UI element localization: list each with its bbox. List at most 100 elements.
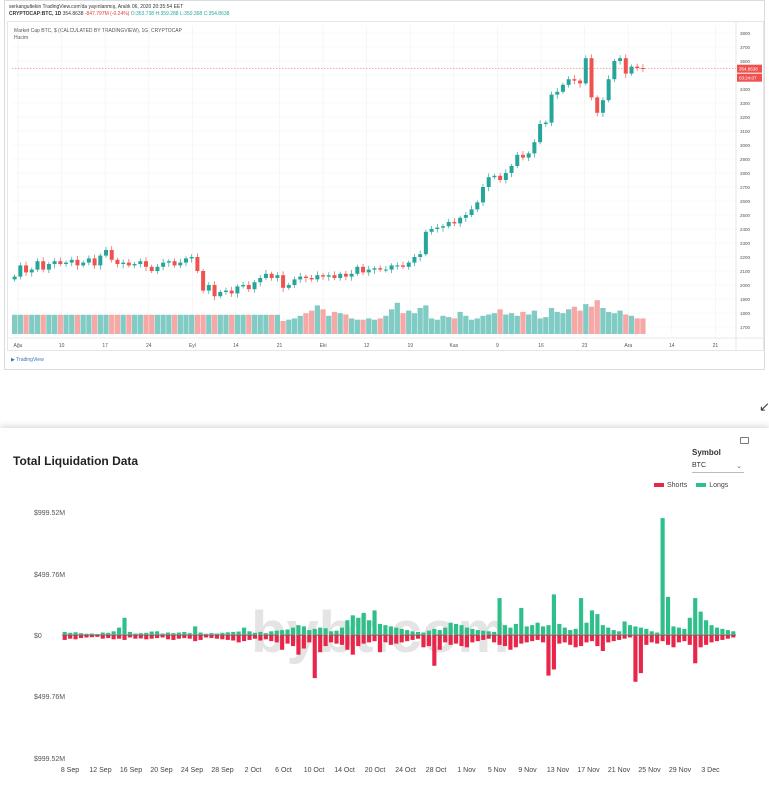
longs-bar [627, 625, 633, 635]
shorts-bar [160, 635, 165, 638]
shorts-bar [242, 635, 247, 642]
volume-bar [286, 319, 292, 334]
volume-bar [463, 315, 469, 334]
volume-bar [606, 311, 612, 334]
liquidation-bar-chart[interactable]: $999.52M$499.76M$0$499.76M$999.52Mbybt.c… [0, 428, 769, 803]
longs-bar [231, 631, 236, 635]
longs-bar [426, 630, 431, 635]
volume-bar [263, 314, 269, 334]
longs-bar [193, 626, 198, 635]
candle-body [623, 58, 628, 74]
candle-body [475, 202, 480, 210]
candle-body [555, 91, 560, 95]
candle-body [412, 257, 417, 263]
longs-bar [318, 627, 323, 635]
longs-bar [198, 632, 203, 635]
shorts-bar [497, 635, 502, 645]
candle-body [635, 66, 640, 68]
volume-bar [177, 314, 183, 334]
volume-bar [508, 313, 515, 334]
candle-body [372, 268, 377, 270]
volume-bar [154, 314, 161, 334]
shorts-bar [665, 635, 671, 645]
candle-body [286, 285, 291, 288]
candlestick-chart[interactable]: 3800370036003500340033003200310030002900… [8, 22, 763, 350]
camera-icon[interactable] [740, 437, 749, 444]
y-tick-label: 2900 [740, 157, 751, 162]
candle-body [241, 285, 246, 287]
candle-body [75, 259, 80, 266]
x-tick-label: 13 Nov [547, 767, 570, 774]
shorts-bar [171, 635, 176, 640]
y-tick-label: 3300 [740, 101, 751, 106]
longs-bar [225, 632, 230, 635]
volume-bar [320, 309, 326, 334]
candle-body [229, 290, 234, 294]
legend-longs-swatch [696, 483, 707, 488]
longs-bar [432, 628, 437, 635]
candle-body [595, 97, 600, 113]
candle-body [281, 275, 286, 288]
time-tag-bg [737, 73, 762, 82]
shorts-bar [551, 635, 556, 670]
candle-body [435, 227, 440, 229]
longs-bar [704, 620, 709, 635]
tv-chart-box[interactable]: Market Cap BTC, $ (CALCULATED BY TRADING… [7, 21, 764, 351]
legend-shorts-swatch [654, 483, 664, 488]
candle-body [578, 80, 583, 84]
volume-bar [80, 314, 86, 334]
longs-bar [377, 623, 383, 635]
candle-body [361, 266, 366, 273]
candle-body [463, 215, 468, 218]
volume-bar [246, 314, 252, 334]
candle-body [212, 285, 217, 297]
volume-bar [417, 308, 423, 334]
candle-body [269, 273, 274, 278]
longs-bar [388, 626, 393, 635]
symbol-label: Symbol [692, 448, 721, 457]
longs-bar [562, 627, 567, 635]
volume-bar [171, 314, 178, 334]
longs-bar [144, 632, 149, 635]
legend-longs[interactable]: Longs [696, 482, 728, 489]
tv-legend-volume: Hacim [14, 35, 29, 41]
time-tag-label: 03:24:07 [739, 76, 757, 81]
volume-bar [126, 314, 132, 334]
volume-bar [617, 310, 623, 334]
shorts-bar [339, 635, 344, 645]
candle-body [441, 226, 446, 228]
shorts-bar [682, 635, 687, 642]
tv-symbol: CRYPTOCAP:BTC, 1D [9, 11, 62, 17]
shorts-bar [644, 635, 649, 645]
shorts-bar [377, 635, 383, 653]
legend-shorts[interactable]: Shorts [654, 482, 687, 489]
longs-bar [356, 617, 361, 635]
volume-bar [354, 319, 360, 334]
longs-bar [269, 631, 274, 635]
volume-bar [514, 315, 520, 334]
longs-bar [502, 625, 508, 635]
longs-bar [546, 625, 551, 635]
candle-body [126, 262, 131, 266]
candle-body [35, 261, 40, 270]
shorts-bar [622, 635, 627, 639]
candle-body [572, 79, 577, 81]
symbol-select[interactable]: BTC ⌄ [692, 459, 744, 473]
shorts-bar [595, 635, 600, 647]
longs-bar [589, 610, 595, 635]
volume-bar [194, 314, 201, 334]
shorts-bar [633, 635, 638, 682]
candle-body [315, 275, 320, 280]
longs-bar [665, 596, 671, 635]
candle-body [446, 222, 451, 227]
y-tick-label: 3100 [740, 129, 751, 134]
shorts-bar [470, 635, 475, 643]
candle-body [429, 229, 434, 232]
longs-bar [383, 625, 388, 635]
candle-body [218, 292, 223, 297]
shorts-bar [562, 635, 567, 643]
longs-bar [296, 625, 301, 635]
volume-bar [166, 314, 172, 334]
candle-body [178, 262, 183, 266]
